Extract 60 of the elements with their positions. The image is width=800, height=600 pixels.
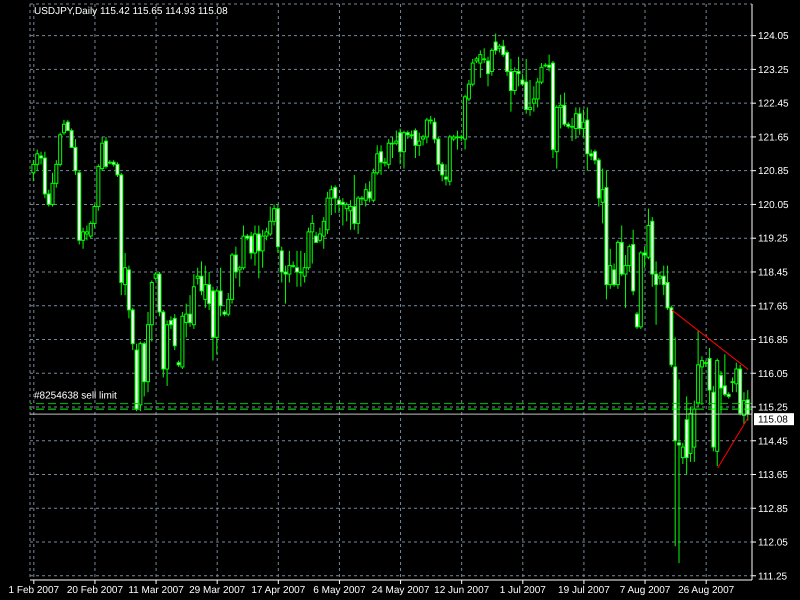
- candlestick: [294, 250, 299, 288]
- candlestick: [413, 128, 418, 159]
- y-tick-label: 112.05: [758, 538, 788, 549]
- candlestick: [298, 250, 303, 288]
- candlestick: [528, 79, 532, 116]
- candlestick: [256, 225, 261, 279]
- x-tick-label: 17 Apr 2007: [251, 585, 306, 596]
- y-tick-label: 121.65: [758, 132, 790, 144]
- candlestick: [417, 132, 422, 156]
- ref-line-label: 115.08: [758, 414, 788, 426]
- candlestick: [658, 271, 662, 286]
- x-tick-label: 6 May 2007: [313, 585, 366, 596]
- candlestick: [562, 92, 566, 127]
- candlestick: [386, 138, 391, 170]
- candlestick: [398, 128, 402, 165]
- y-tick-label: 115.25: [758, 402, 788, 414]
- y-tick-label: 112.85: [758, 504, 788, 515]
- x-tick-label: 24 May 2007: [372, 585, 430, 596]
- candlestick: [268, 206, 272, 237]
- x-tick-label: 19 Jul 2007: [558, 585, 610, 596]
- candlestick: [333, 184, 338, 214]
- x-tick-label: 1 Jul 2007: [500, 585, 546, 596]
- x-tick-label: 7 Aug 2007: [620, 585, 671, 596]
- chart-title: USDJPY,Daily 115.42 115.65 114.93 115.08: [34, 6, 228, 17]
- x-tick-label: 29 Mar 2007: [189, 585, 246, 596]
- y-tick-label: 111.25: [758, 571, 788, 582]
- y-tick-label: 114.45: [758, 436, 788, 448]
- y-tick-label: 119.25: [758, 234, 788, 245]
- y-tick-label: 117.65: [758, 301, 788, 312]
- candlestick: [84, 225, 89, 241]
- x-tick-label: 20 Feb 2007: [66, 585, 124, 596]
- candlestick: [379, 144, 384, 176]
- candlestick: [260, 229, 265, 268]
- candlestick: [203, 265, 208, 308]
- candlestick: [424, 117, 429, 144]
- candlestick: [402, 130, 406, 170]
- y-tick-label: 113.65: [758, 470, 788, 482]
- candlestick: [570, 117, 574, 142]
- x-tick-label: 12 Jun 2007: [434, 585, 490, 596]
- y-tick-label: 120.85: [758, 166, 790, 178]
- candlestick: [249, 231, 254, 260]
- y-tick-label: 123.25: [758, 64, 790, 76]
- candlestick: [348, 200, 352, 230]
- candlestick: [478, 50, 482, 78]
- y-tick-label: 116.05: [758, 368, 788, 380]
- x-tick-label: 1 Feb 2007: [8, 585, 60, 596]
- y-tick-label: 118.45: [758, 268, 788, 279]
- candlestick: [578, 106, 582, 136]
- candlestick: [516, 56, 521, 87]
- candlestick: [364, 182, 368, 208]
- x-tick-label: 11 Mar 2007: [128, 585, 184, 596]
- candlestick: [574, 106, 578, 140]
- y-tick-label: 116.85: [758, 335, 788, 346]
- x-tick-label: 26 Aug 2007: [678, 585, 735, 596]
- candlestick: [455, 130, 460, 150]
- candlestick: [340, 198, 345, 226]
- y-tick-label: 122.45: [758, 98, 790, 110]
- ref-line-label: #8254638 sell limit: [34, 390, 118, 402]
- y-tick-label: 120.05: [758, 200, 790, 211]
- y-tick-label: 124.05: [758, 31, 790, 42]
